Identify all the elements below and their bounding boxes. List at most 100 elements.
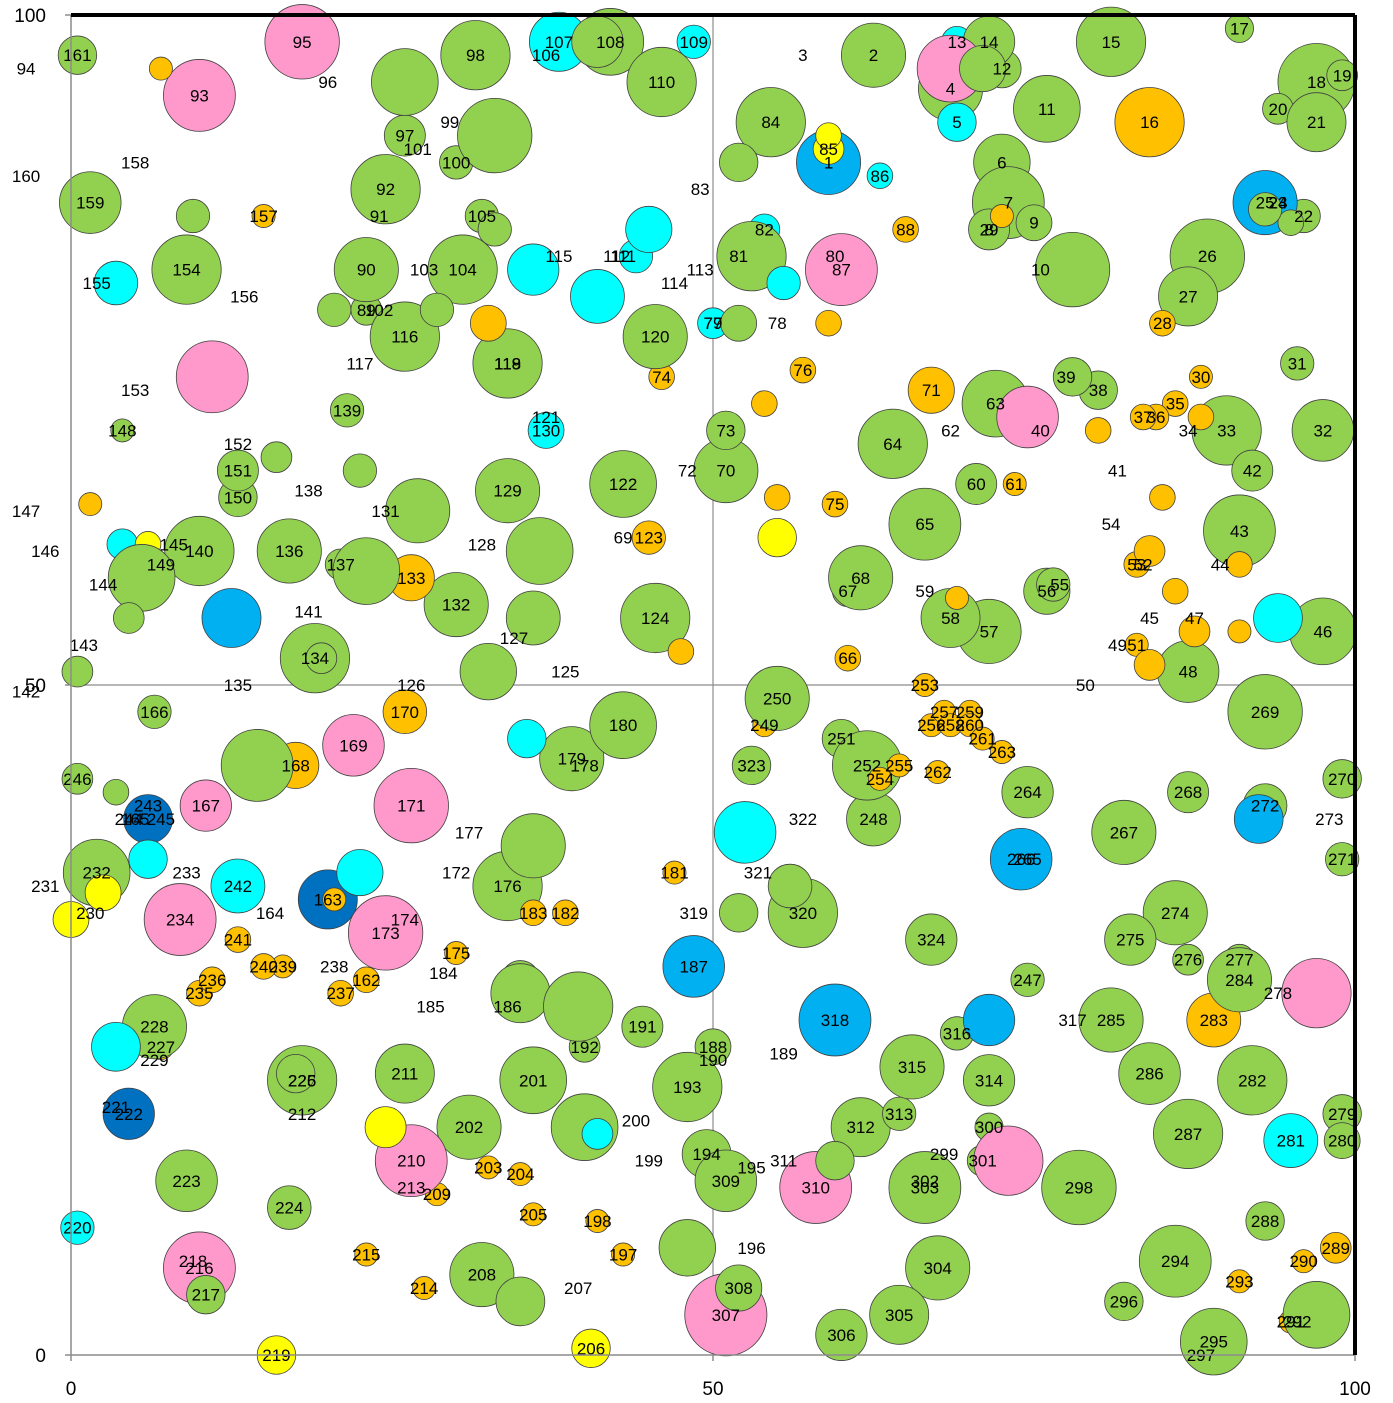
bubble-label: 290: [1289, 1252, 1317, 1271]
bubble-label: 26: [1198, 247, 1217, 266]
bubble-unlabeled-411: [581, 1118, 614, 1150]
bubble-label: 309: [712, 1172, 740, 1191]
bubble-label: 135: [224, 676, 252, 695]
bubble-label: 280: [1328, 1132, 1356, 1151]
bubble-2: [841, 22, 907, 88]
bubble-275: [1104, 913, 1157, 966]
bubble-label: 308: [724, 1279, 752, 1298]
bubble-label: 134: [301, 649, 329, 668]
bubble-116: [369, 301, 440, 372]
bubble-label: 4: [946, 80, 955, 99]
bubble-label: 177: [455, 823, 483, 842]
bubble-269: [1227, 674, 1303, 750]
bubble-unlabeled-379: [1226, 551, 1253, 578]
bubble-unlabeled-363: [112, 602, 145, 634]
bubble-label: 303: [911, 1179, 939, 1198]
bubble-unlabeled-353: [332, 537, 401, 605]
bubble-label: 57: [980, 622, 999, 641]
bubble-289: [1319, 1231, 1352, 1264]
bubble-unlabeled-394: [322, 887, 347, 912]
bubble-11: [1013, 75, 1081, 143]
bubble-191: [621, 1005, 664, 1048]
bubble-label: 90: [357, 261, 376, 280]
bubble-label: 166: [140, 703, 168, 722]
bubble-66: [834, 644, 862, 672]
bubble-label: 211: [391, 1065, 418, 1084]
bubble-262: [925, 760, 950, 785]
bubble-label: 35: [1166, 395, 1185, 414]
bubble-label: 204: [506, 1165, 534, 1184]
bubble-132: [423, 572, 489, 638]
bubble-unlabeled-358: [667, 638, 695, 665]
bubble-label: 302: [911, 1172, 939, 1191]
bubble-label: 257: [930, 703, 958, 722]
bubble-label: 81: [729, 247, 748, 266]
bubble-label: 322: [789, 810, 817, 829]
bubble-label: 245: [147, 810, 175, 829]
bubble-label: 50: [1076, 676, 1095, 695]
bubble-label: 267: [1110, 823, 1138, 842]
bubble-175: [444, 941, 469, 965]
bubble-label: 41: [1108, 462, 1127, 481]
bubble-169: [322, 714, 385, 777]
bubble-label: 137: [326, 555, 354, 574]
bubble-label: 203: [474, 1158, 502, 1177]
bubble-label: 87: [832, 261, 851, 280]
bubble-label: 170: [391, 703, 419, 722]
bubble-label: 284: [1225, 971, 1253, 990]
bubble-label: 120: [641, 328, 669, 347]
bubble-unlabeled-342: [757, 517, 797, 558]
bubble-label: 215: [352, 1246, 380, 1265]
bubble-label: 118: [494, 354, 521, 373]
bubble-label: 231: [31, 877, 59, 896]
bubble-label: 139: [333, 401, 361, 420]
bubble-label: 294: [1161, 1252, 1189, 1271]
bubble-224: [267, 1185, 312, 1230]
bubble-label: 148: [108, 421, 136, 440]
bubble-187: [662, 935, 725, 998]
bubble-unlabeled-337: [766, 265, 801, 301]
bubble-label: 128: [468, 535, 496, 554]
bubble-unlabeled-345: [419, 292, 455, 327]
bubble-label: 189: [769, 1045, 797, 1064]
bubble-255: [887, 753, 912, 778]
bubble-label: 91: [370, 207, 389, 226]
bubble-label: 254: [866, 770, 894, 789]
bubble-label: 80: [826, 247, 845, 266]
bubble-label: 320: [789, 904, 817, 923]
bubble-label: 21: [1307, 113, 1326, 132]
bubble-unlabeled-338: [720, 304, 758, 342]
bubble-179: [539, 726, 605, 792]
bubble-unlabeled-407: [1281, 958, 1352, 1029]
bubble-label: 273: [1315, 810, 1343, 829]
bubble-label: 138: [294, 482, 322, 501]
bubble-label: 292: [1283, 1313, 1311, 1332]
bubble-label: 318: [821, 1011, 849, 1030]
bubble-label: 291: [1277, 1313, 1305, 1332]
bubble-unlabeled-357: [459, 642, 517, 701]
bubble-label: 18: [1307, 73, 1326, 92]
bubble-unlabeled-365: [201, 588, 262, 648]
bubble-281: [1263, 1113, 1319, 1168]
bubble-unlabeled-377: [1133, 535, 1166, 567]
bubble-label: 253: [911, 676, 939, 695]
bubble-182: [552, 899, 579, 927]
bubble-label: 31: [1288, 354, 1307, 373]
bubble-unlabeled-327: [371, 48, 439, 116]
bubble-label: 227: [147, 1038, 175, 1057]
bubble-unlabeled-406: [1233, 794, 1284, 844]
bubble-label: 112: [603, 247, 630, 266]
bubble-unlabeled-408: [1282, 1281, 1351, 1349]
bubble-284: [1206, 947, 1272, 1013]
bubble-139: [329, 393, 365, 428]
bubble-unlabeled-396: [507, 718, 547, 759]
bubble-label: 268: [1174, 783, 1202, 802]
bubble-323: [731, 745, 772, 786]
bubble-161: [57, 35, 98, 75]
bubble-173: [347, 895, 424, 971]
bubble-label: 20: [1268, 100, 1287, 119]
bubble-label: 71: [922, 381, 941, 400]
bubble-label: 224: [275, 1199, 303, 1218]
bubble-120: [622, 304, 688, 370]
